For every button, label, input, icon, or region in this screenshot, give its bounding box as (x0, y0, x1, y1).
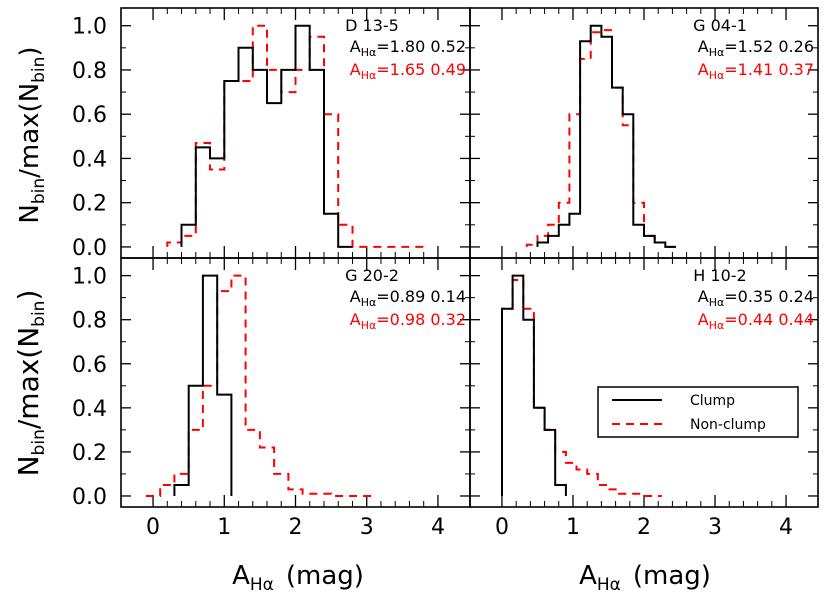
panel-title: H 10-2 (693, 266, 746, 285)
x-tick-label: 3 (360, 515, 374, 540)
clump-histogram (180, 24, 353, 248)
legend-box (597, 386, 799, 438)
x-axis-label-right: AHα (mag) (579, 561, 711, 595)
nonclump-annotation: AHα=1.41 0.37 (698, 60, 814, 82)
panel-title: G 20-2 (345, 266, 399, 285)
y-tick-label: 0.2 (72, 192, 107, 217)
clump-histogram (536, 24, 676, 248)
x-tick-label: 1 (217, 515, 231, 540)
y-tick-label: 0.6 (72, 353, 107, 378)
legend: Clump Non-clump (597, 386, 799, 438)
y-tick-label: 0.0 (72, 236, 107, 261)
y-tick-label: 1.0 (72, 265, 107, 290)
legend-nonclump-label: Non-clump (690, 417, 766, 433)
x-tick-label: 2 (637, 515, 651, 540)
x-tick-label: 4 (431, 515, 445, 540)
panel-title: D 13-5 (345, 16, 399, 35)
x-tick-label: 0 (495, 515, 509, 540)
y-tick-label: 0.8 (72, 309, 107, 334)
y-axis-label-top: Nbin/max(Nbin) (15, 46, 49, 223)
y-tick-label: 0.4 (72, 397, 107, 422)
panel-g20-2: 0 1 2 3 4 0.0 0.2 0.4 0.6 0.8 1.0 G 20-2 AHα=0.89 0.… (72, 257, 471, 540)
x-tick-label: 2 (289, 515, 303, 540)
y-tick-label: 1.0 (72, 15, 107, 40)
y-tick-label: 0.0 (72, 485, 107, 510)
nonclump-annotation: AHα=0.98 0.32 (350, 310, 466, 332)
clump-histogram (501, 274, 567, 496)
y-axis-label-bottom: Nbin/max(Nbin) (12, 290, 49, 477)
clump-annotation: AHα=0.89 0.14 (350, 287, 466, 309)
x-axis-label-left: AHα (mag) (232, 561, 364, 595)
x-tick-label: 1 (566, 515, 580, 540)
clump-histogram (173, 274, 233, 496)
clump-annotation: AHα=0.35 0.24 (698, 287, 814, 309)
x-tick-label: 0 (146, 515, 160, 540)
y-tick-label: 0.8 (72, 59, 107, 84)
clump-annotation: AHα=1.80 0.52 (350, 37, 466, 59)
panel-d13-5: 0.0 0.2 0.4 0.6 0.8 1.0 D 13-5 AHα=1.80 0.52AHα… (72, 7, 471, 261)
legend-clump-label: Clump (690, 393, 735, 409)
nonclump-histogram (145, 274, 374, 497)
nonclump-annotation: AHα=1.65 0.49 (350, 60, 466, 82)
y-tick-label: 0.2 (72, 441, 107, 466)
nonclump-annotation: AHα=0.44 0.44 (698, 310, 814, 332)
x-tick-label: 3 (708, 515, 722, 540)
nonclump-histogram (166, 24, 424, 248)
y-tick-label: 0.4 (72, 147, 107, 172)
y-tick-label: 0.6 (72, 103, 107, 128)
clump-annotation: AHα=1.52 0.26 (698, 37, 814, 59)
panel-title: G 04-1 (693, 16, 747, 35)
x-tick-label: 4 (779, 515, 793, 540)
